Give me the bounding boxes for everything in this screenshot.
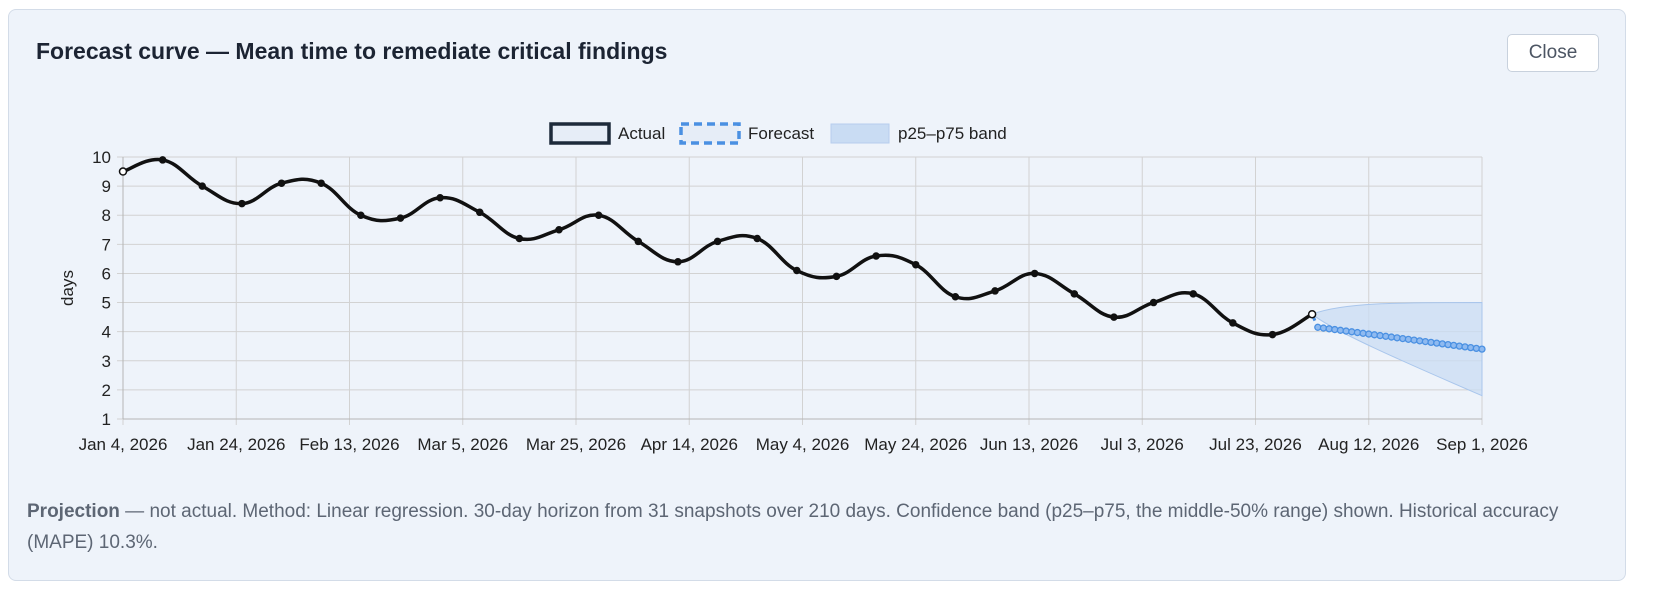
legend-swatch-band [830, 123, 890, 144]
y-tick-label: 4 [102, 323, 111, 342]
x-tick-label: Jan 4, 2026 [79, 435, 168, 454]
actual-point [872, 252, 880, 260]
actual-point [475, 208, 484, 217]
x-tick-label: Mar 25, 2026 [526, 435, 626, 454]
actual-point [753, 234, 761, 243]
actual-point [1110, 313, 1118, 321]
legend-swatch-actual [549, 122, 611, 145]
y-tick-label: 8 [102, 206, 111, 225]
actual-point [1268, 330, 1277, 339]
actual-point [436, 194, 444, 202]
forecast-dialog: Forecast curve — Mean time to remediate … [8, 9, 1626, 581]
legend-label-forecast: Forecast [748, 124, 814, 143]
actual-point [793, 266, 801, 275]
forecast-chart: 1 2 3 4 5 6 7 8 9 10 Jan 4, 2026 Jan 24, 2026 Feb 13… [58, 122, 1528, 454]
x-tick-label: Mar 5, 2026 [417, 435, 508, 454]
x-tick-label: Jul 3, 2026 [1101, 435, 1184, 454]
y-tick-label: 9 [102, 177, 111, 196]
y-tick-label: 3 [102, 352, 111, 371]
footnote-text: — not actual. Method: Linear regression.… [27, 501, 1559, 553]
actual-point [1189, 290, 1197, 298]
y-tick-label: 1 [102, 410, 111, 429]
y-tick-label: 7 [102, 235, 111, 254]
actual-point [198, 182, 207, 190]
dialog-title: Forecast curve — Mean time to remediate … [36, 38, 668, 64]
x-tick-label: Jan 24, 2026 [187, 435, 285, 454]
actual-point [555, 226, 563, 234]
actual-point [118, 167, 128, 176]
actual-point [951, 292, 960, 301]
x-tick-label: Feb 13, 2026 [299, 435, 399, 454]
actual-point [357, 211, 365, 219]
actual-point [317, 179, 325, 187]
x-tick-label: May 24, 2026 [864, 435, 967, 454]
x-tick-label: Jun 13, 2026 [980, 435, 1078, 454]
actual-point [594, 211, 603, 219]
x-tick-label: Apr 14, 2026 [641, 435, 738, 454]
actual-point [713, 237, 722, 246]
actual-point [1070, 290, 1079, 298]
legend-label-actual: Actual [618, 124, 665, 143]
actual-point [1030, 269, 1039, 278]
legend-label-band: p25–p75 band [898, 124, 1007, 143]
actual-point [912, 260, 920, 269]
legend-swatch-forecast [679, 122, 741, 145]
x-tick-label: Aug 12, 2026 [1318, 435, 1419, 454]
actual-point [277, 179, 286, 187]
actual-point [674, 258, 682, 266]
y-axis-label: days [58, 270, 77, 306]
actual-point [1229, 319, 1237, 327]
x-tick-label: Sep 1, 2026 [1436, 435, 1528, 454]
actual-point [158, 156, 167, 164]
y-tick-label: 6 [102, 264, 111, 283]
forecast-point [1478, 345, 1486, 353]
y-tick-label: 10 [92, 148, 111, 167]
projection-footnote: Projection — not actual. Method: Linear … [27, 496, 1587, 558]
y-tick-label: 5 [102, 294, 111, 313]
actual-point [1149, 298, 1158, 307]
actual-point [396, 214, 405, 222]
actual-point [515, 234, 524, 243]
actual-point [634, 237, 643, 246]
x-tick-label: May 4, 2026 [756, 435, 850, 454]
close-button[interactable]: Close [1507, 34, 1599, 72]
actual-point [238, 199, 246, 208]
footnote-lead: Projection [27, 501, 120, 522]
y-tick-label: 2 [102, 381, 111, 400]
actual-point [991, 287, 999, 295]
confidence-band [1311, 302, 1483, 397]
actual-point [832, 272, 841, 281]
actual-point [1307, 309, 1317, 319]
x-tick-label: Jul 23, 2026 [1209, 435, 1302, 454]
